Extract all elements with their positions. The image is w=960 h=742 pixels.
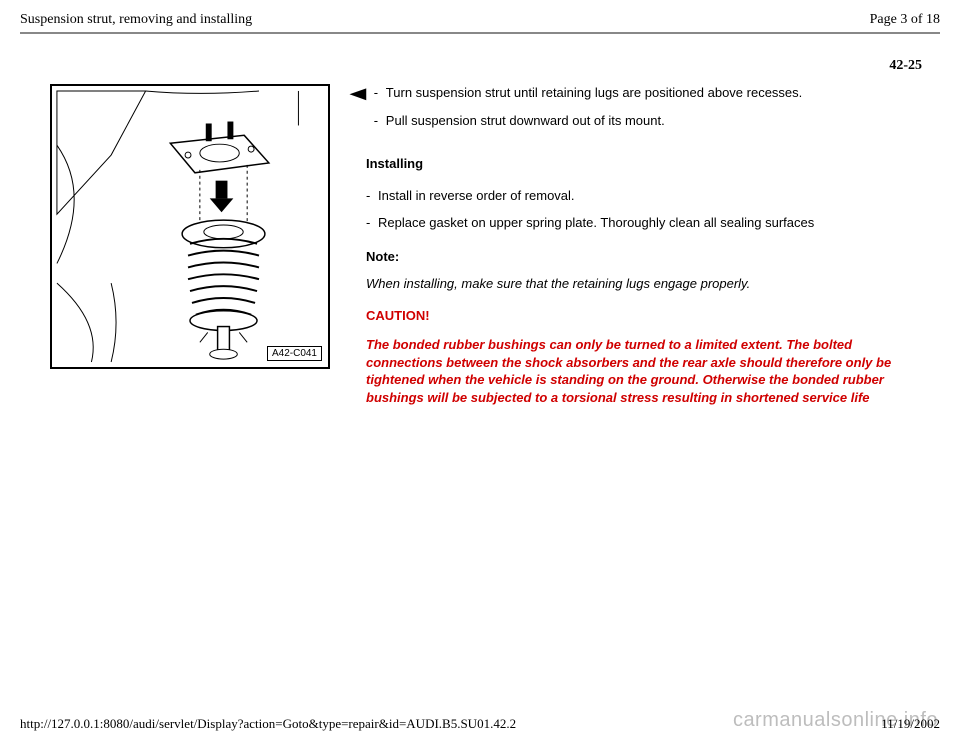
page-indicator: Page 3 of 18 [870, 12, 940, 28]
figure-svg [52, 86, 328, 367]
doc-title: Suspension strut, removing and installin… [20, 12, 252, 28]
section-number: 42-25 [20, 58, 922, 74]
footer-url: http://127.0.0.1:8080/audi/servlet/Displ… [20, 716, 516, 732]
step-text: Turn suspension strut until retaining lu… [386, 84, 802, 102]
note-body: When installing, make sure that the reta… [366, 275, 930, 293]
caution-label: CAUTION! [366, 307, 930, 325]
figure-suspension-strut: A42-C041 [50, 84, 330, 369]
note-label: Note: [366, 248, 930, 266]
figure-label: A42-C041 [267, 346, 322, 361]
step-text: Install in reverse order of removal. [378, 187, 575, 205]
list-item: -Turn suspension strut until retaining l… [374, 84, 930, 102]
footer-date: 11/19/2002 [881, 716, 940, 732]
list-item: -Install in reverse order of removal. [366, 187, 930, 205]
steps-installing: -Install in reverse order of removal. -R… [366, 187, 930, 232]
step-text: Replace gasket on upper spring plate. Th… [378, 214, 814, 232]
steps-removal: -Turn suspension strut until retaining l… [374, 84, 930, 139]
installing-heading: Installing [366, 155, 930, 173]
caution-body: The bonded rubber bushings can only be t… [366, 336, 926, 406]
pointer-icon: ◄ [344, 84, 372, 104]
header-rule [20, 32, 940, 34]
list-item: -Replace gasket on upper spring plate. T… [366, 214, 930, 232]
list-item: -Pull suspension strut downward out of i… [374, 112, 930, 130]
step-text: Pull suspension strut downward out of it… [386, 112, 665, 130]
